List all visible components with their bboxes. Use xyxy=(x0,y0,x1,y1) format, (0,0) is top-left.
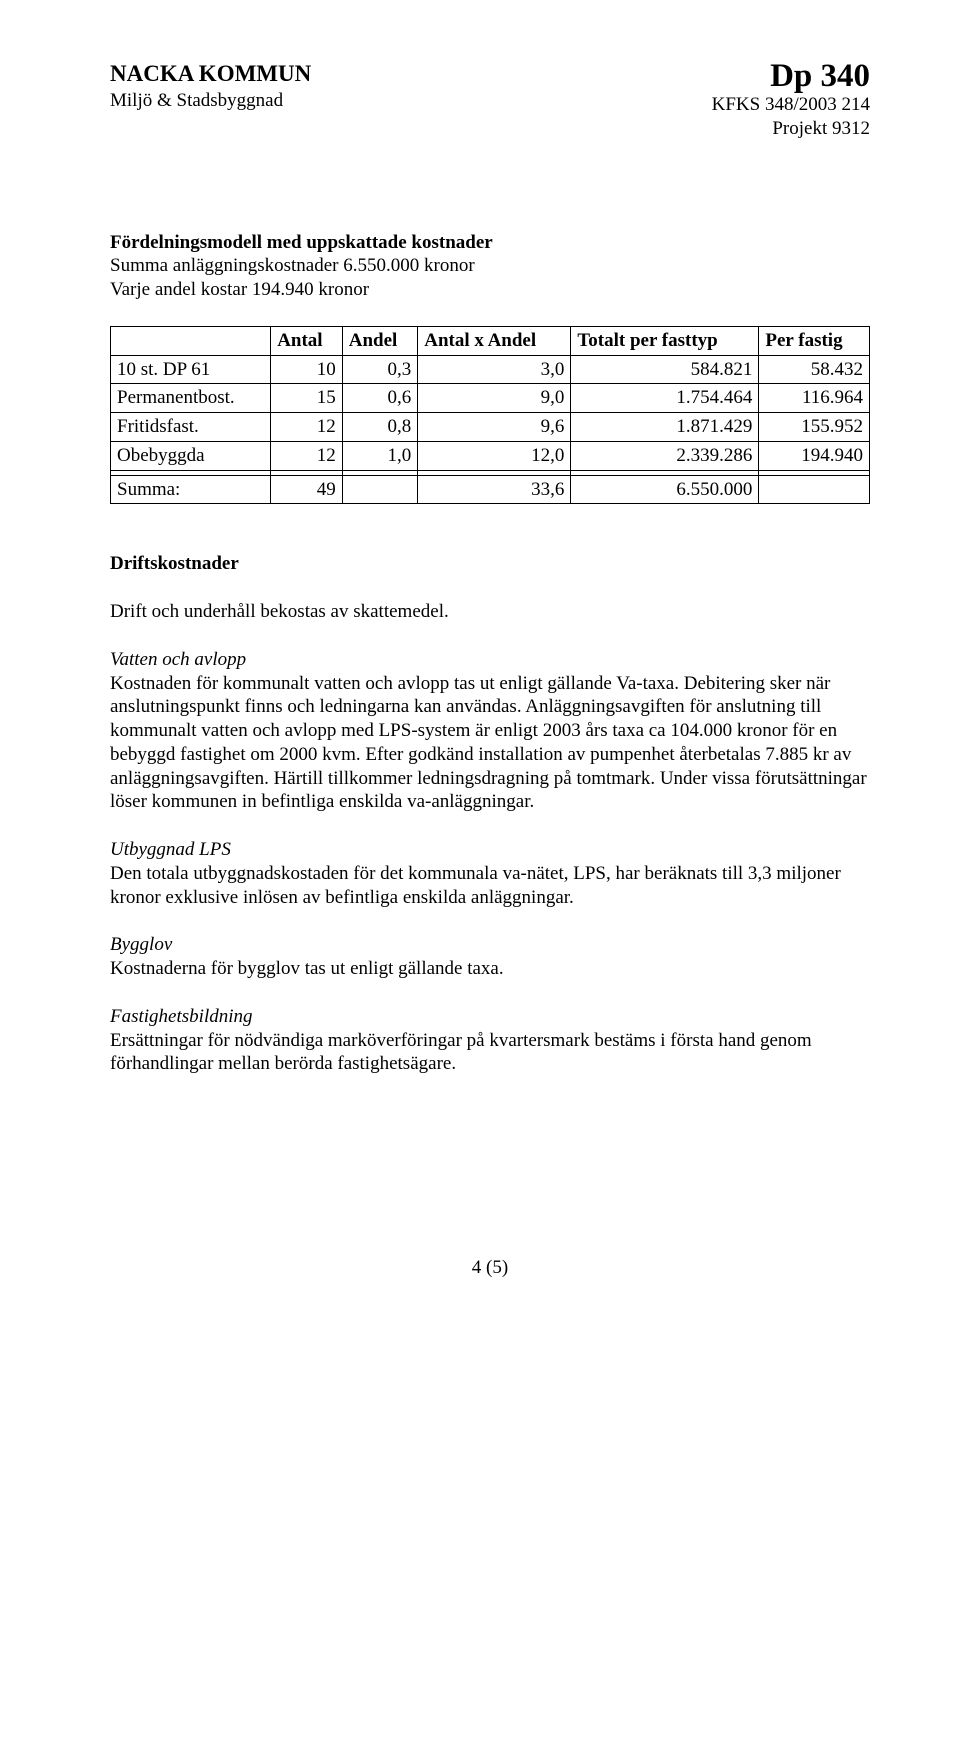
table-header-row: Antal Andel Antal x Andel Totalt per fas… xyxy=(111,326,870,355)
cell-summa-totalt: 6.550.000 xyxy=(571,475,759,504)
projekt-number: Projekt 9312 xyxy=(712,117,870,141)
cell-perfastig: 155.952 xyxy=(759,413,870,442)
cell-totalt: 1.871.429 xyxy=(571,413,759,442)
section-title-fordelning: Fördelningsmodell med uppskattade kostna… xyxy=(110,231,870,255)
th-totalt: Totalt per fasttyp xyxy=(571,326,759,355)
table-summa-row: Summa: 49 33,6 6.550.000 xyxy=(111,475,870,504)
th-antal: Antal xyxy=(271,326,343,355)
cell-andel: 0,8 xyxy=(342,413,417,442)
heading-fastighet: Fastighetsbildning xyxy=(110,1005,870,1029)
cell-andel: 1,0 xyxy=(342,441,417,470)
cell-summa-antal: 49 xyxy=(271,475,343,504)
cell-totalt: 1.754.464 xyxy=(571,384,759,413)
drifts-line: Drift och underhåll bekostas av skatteme… xyxy=(110,600,870,624)
cell-axa: 12,0 xyxy=(418,441,571,470)
kfks-number: KFKS 348/2003 214 xyxy=(712,93,870,117)
heading-bygglov: Bygglov xyxy=(110,933,870,957)
page-header: NACKA KOMMUN Miljö & Stadsbyggnad Dp 340… xyxy=(110,60,870,141)
org-name: NACKA KOMMUN xyxy=(110,60,311,89)
summa-line2: Varje andel kostar 194.940 kronor xyxy=(110,278,870,302)
para-fastighet: Ersättningar för nödvändiga marköverföri… xyxy=(110,1029,870,1077)
page-footer: 4 (5) xyxy=(110,1256,870,1280)
dept-name: Miljö & Stadsbyggnad xyxy=(110,89,311,113)
heading-driftskostnader: Driftskostnader xyxy=(110,552,870,576)
cell-label: Obebyggda xyxy=(111,441,271,470)
cell-axa: 3,0 xyxy=(418,355,571,384)
cell-summa-axa: 33,6 xyxy=(418,475,571,504)
cell-perfastig: 194.940 xyxy=(759,441,870,470)
cell-perfastig: 116.964 xyxy=(759,384,870,413)
th-empty xyxy=(111,326,271,355)
table-row: Obebyggda 12 1,0 12,0 2.339.286 194.940 xyxy=(111,441,870,470)
cell-antal: 15 xyxy=(271,384,343,413)
cell-label: 10 st. DP 61 xyxy=(111,355,271,384)
cost-table: Antal Andel Antal x Andel Totalt per fas… xyxy=(110,326,870,505)
cell-summa-perfastig xyxy=(759,475,870,504)
header-left: NACKA KOMMUN Miljö & Stadsbyggnad xyxy=(110,60,311,113)
heading-vatten: Vatten och avlopp xyxy=(110,648,870,672)
cell-perfastig: 58.432 xyxy=(759,355,870,384)
cell-axa: 9,0 xyxy=(418,384,571,413)
cell-andel: 0,3 xyxy=(342,355,417,384)
para-lps: Den totala utbyggnadskostaden för det ko… xyxy=(110,862,870,910)
th-perfastig: Per fastig xyxy=(759,326,870,355)
th-antalxandel: Antal x Andel xyxy=(418,326,571,355)
cell-andel: 0,6 xyxy=(342,384,417,413)
table-row: 10 st. DP 61 10 0,3 3,0 584.821 58.432 xyxy=(111,355,870,384)
cell-totalt: 2.339.286 xyxy=(571,441,759,470)
para-bygglov: Kostnaderna för bygglov tas ut enligt gä… xyxy=(110,957,870,981)
dp-number: Dp 340 xyxy=(712,60,870,93)
para-vatten: Kostnaden för kommunalt vatten och avlop… xyxy=(110,672,870,815)
cell-label: Fritidsfast. xyxy=(111,413,271,442)
cell-totalt: 584.821 xyxy=(571,355,759,384)
table-row: Fritidsfast. 12 0,8 9,6 1.871.429 155.95… xyxy=(111,413,870,442)
header-right: Dp 340 KFKS 348/2003 214 Projekt 9312 xyxy=(712,60,870,141)
cell-summa-label: Summa: xyxy=(111,475,271,504)
cell-label: Permanentbost. xyxy=(111,384,271,413)
cell-antal: 12 xyxy=(271,441,343,470)
cell-antal: 12 xyxy=(271,413,343,442)
th-andel: Andel xyxy=(342,326,417,355)
table-row: Permanentbost. 15 0,6 9,0 1.754.464 116.… xyxy=(111,384,870,413)
heading-lps: Utbyggnad LPS xyxy=(110,838,870,862)
cell-summa-andel xyxy=(342,475,417,504)
cell-antal: 10 xyxy=(271,355,343,384)
summa-line1: Summa anläggningskostnader 6.550.000 kro… xyxy=(110,254,870,278)
cell-axa: 9,6 xyxy=(418,413,571,442)
